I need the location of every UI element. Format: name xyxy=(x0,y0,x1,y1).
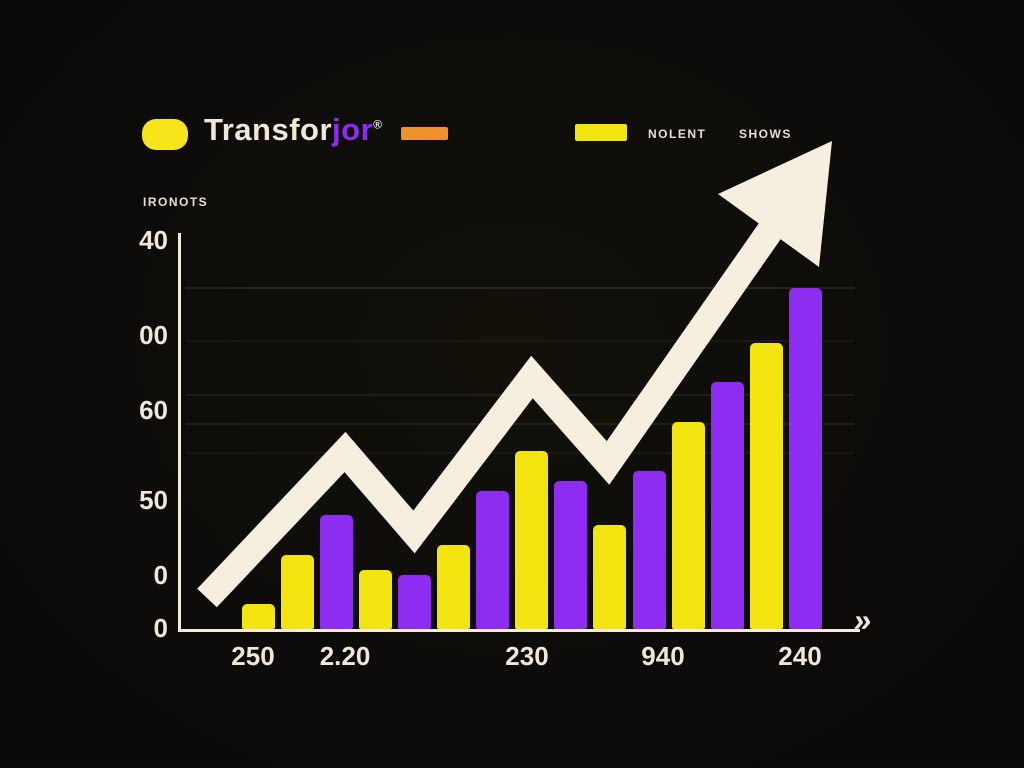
y-tick-label: 60 xyxy=(139,395,168,425)
bar xyxy=(593,525,626,629)
brand-suffix: jor xyxy=(332,112,374,147)
gridline xyxy=(186,287,854,289)
bar xyxy=(789,288,822,629)
x-axis-line xyxy=(178,629,860,632)
bar xyxy=(359,570,392,629)
bar xyxy=(633,471,666,629)
bar xyxy=(672,422,705,629)
bar xyxy=(711,382,744,629)
bar xyxy=(554,481,587,629)
x-tick-label: 250 xyxy=(231,641,275,671)
bar xyxy=(281,555,314,629)
brand-title: Transforjor® xyxy=(204,112,383,148)
legend-swatch-yellow xyxy=(575,124,627,141)
legend-swatch-orange xyxy=(401,127,448,140)
bar xyxy=(398,575,431,629)
y-tick-label: 50 xyxy=(139,485,168,515)
x-tick-label: 940 xyxy=(641,641,685,671)
brand-prefix: Transfor xyxy=(204,112,333,147)
bar xyxy=(515,451,548,629)
y-tick-label: 0 xyxy=(153,613,168,643)
legend-label-1: NOLENT xyxy=(648,127,707,141)
legend-label-2: SHOWS xyxy=(739,127,792,141)
brand-logo-pill xyxy=(142,119,188,150)
double-chevron-icon: » xyxy=(851,602,875,638)
x-tick-label: 230 xyxy=(505,641,549,671)
y-tick-label: 0 xyxy=(153,560,168,590)
bar xyxy=(437,545,470,629)
gridline xyxy=(186,340,854,342)
y-axis-title: IRONOTS xyxy=(143,195,209,209)
bar xyxy=(242,604,275,629)
bar xyxy=(476,491,509,629)
bar xyxy=(320,515,353,629)
x-tick-label: 2.20 xyxy=(319,641,371,671)
y-axis-line xyxy=(178,233,181,632)
x-tick-label: 240 xyxy=(778,641,822,671)
bar xyxy=(750,343,783,629)
y-tick-label: 40 xyxy=(139,225,168,255)
trademark-symbol: ® xyxy=(373,117,383,132)
y-tick-label: 00 xyxy=(139,320,168,350)
